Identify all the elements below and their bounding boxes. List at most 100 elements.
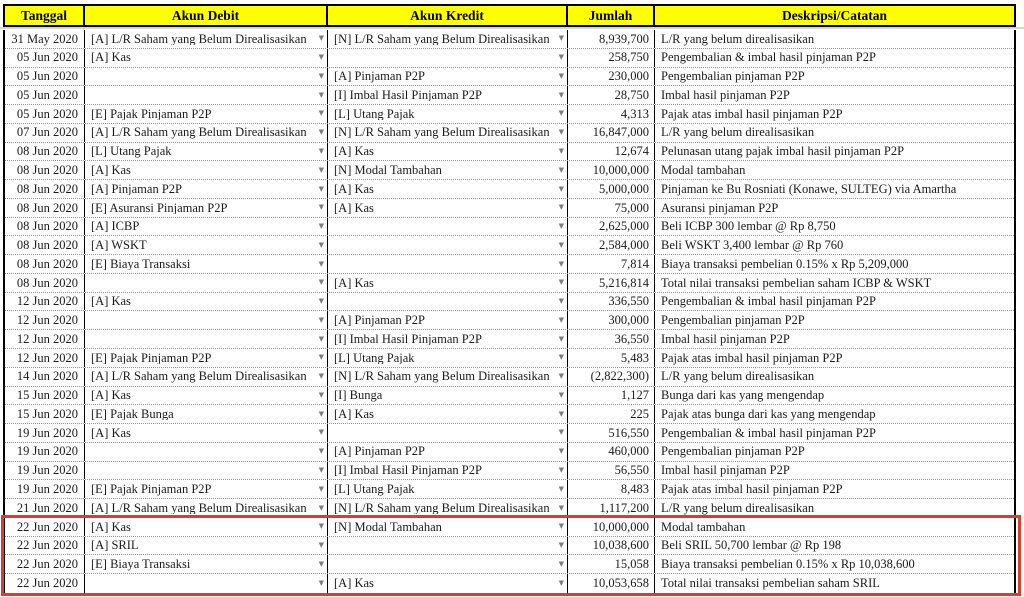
cell-jumlah[interactable]: 75,000: [568, 198, 655, 217]
cell-deskripsi[interactable]: Pelunasan utang pajak imbal hasil pinjam…: [661, 144, 905, 159]
cell-jumlah[interactable]: 460,000: [568, 442, 655, 461]
cell-tanggal[interactable]: 12 Jun 2020: [5, 330, 85, 349]
cell-tanggal[interactable]: 05 Jun 2020: [5, 105, 85, 123]
cell-akun-debit[interactable]: ▼: [85, 273, 328, 292]
cell-deskripsi[interactable]: Pengembalian pinjaman P2P: [661, 444, 805, 459]
cell-jumlah[interactable]: 336,550: [568, 292, 655, 311]
cell-jumlah[interactable]: 2,584,000: [568, 236, 655, 255]
cell-deskripsi[interactable]: Pengembalian & imbal hasil pinjaman P2P: [661, 50, 876, 65]
cell-tanggal[interactable]: 22 Jun 2020: [5, 536, 85, 555]
cell-akun-debit[interactable]: [E] Pajak Pinjaman P2P ▼: [85, 349, 328, 367]
cell-deskripsi[interactable]: L/R yang belum direalisasikan: [661, 125, 815, 140]
cell-deskripsi[interactable]: Beli ICBP 300 lembar @ Rp 8,750: [661, 219, 836, 234]
dropdown-arrow-icon[interactable]: ▼: [318, 579, 324, 588]
cell-akun-kredit[interactable]: ▼: [328, 555, 568, 574]
cell-akun-debit[interactable]: ▼: [85, 67, 328, 86]
dropdown-arrow-icon[interactable]: ▼: [318, 447, 324, 456]
cell-tanggal[interactable]: 12 Jun 2020: [5, 292, 85, 311]
cell-tanggal[interactable]: 08 Jun 2020: [5, 273, 85, 292]
dropdown-arrow-icon[interactable]: ▼: [318, 278, 324, 287]
dropdown-arrow-icon[interactable]: ▼: [318, 240, 324, 249]
cell-akun-kredit[interactable]: [L] Utang Pajak ▼: [328, 480, 568, 499]
dropdown-arrow-icon[interactable]: ▼: [558, 447, 564, 456]
cell-jumlah[interactable]: 4,313: [568, 105, 655, 123]
dropdown-arrow-icon[interactable]: ▼: [318, 334, 324, 343]
dropdown-arrow-icon[interactable]: ▼: [318, 465, 324, 474]
dropdown-arrow-icon[interactable]: ▼: [558, 222, 564, 231]
cell-akun-kredit[interactable]: [N] L/R Saham yang Belum Direalisasikan …: [328, 499, 568, 517]
cell-akun-debit[interactable]: ▼: [85, 86, 328, 105]
cell-jumlah[interactable]: 300,000: [568, 311, 655, 330]
cell-jumlah[interactable]: 516,550: [568, 424, 655, 442]
cell-jumlah[interactable]: 1,117,200: [568, 499, 655, 517]
cell-akun-kredit[interactable]: [A] Kas ▼: [328, 180, 568, 198]
dropdown-arrow-icon[interactable]: ▼: [558, 409, 564, 418]
cell-jumlah[interactable]: 230,000: [568, 67, 655, 86]
column-header-akun-debit[interactable]: Akun Debit: [85, 6, 328, 25]
cell-akun-debit[interactable]: [A] Kas ▼: [85, 424, 328, 442]
cell-deskripsi[interactable]: Pengembalian pinjaman P2P: [661, 69, 805, 84]
cell-akun-kredit[interactable]: [A] Kas ▼: [328, 198, 568, 217]
dropdown-arrow-icon[interactable]: ▼: [558, 278, 564, 287]
cell-deskripsi[interactable]: Pajak atas imbal hasil pinjaman P2P: [661, 350, 843, 365]
dropdown-arrow-icon[interactable]: ▼: [318, 165, 324, 174]
column-header-akun-kredit[interactable]: Akun Kredit: [328, 6, 568, 25]
cell-jumlah[interactable]: 5,000,000: [568, 180, 655, 198]
cell-akun-debit[interactable]: [E] Asuransi Pinjaman P2P ▼: [85, 198, 328, 217]
cell-tanggal[interactable]: 08 Jun 2020: [5, 217, 85, 236]
cell-jumlah[interactable]: 16,847,000: [568, 123, 655, 142]
cell-akun-kredit[interactable]: [A] Kas ▼: [328, 574, 568, 593]
cell-akun-debit[interactable]: [A] ICBP ▼: [85, 217, 328, 236]
cell-deskripsi[interactable]: Total nilai transaksi pembelian saham SR…: [661, 576, 880, 591]
cell-jumlah[interactable]: 7,814: [568, 255, 655, 273]
cell-deskripsi[interactable]: L/R yang belum direalisasikan: [661, 31, 815, 46]
cell-deskripsi[interactable]: Imbal hasil pinjaman P2P: [661, 331, 790, 346]
dropdown-arrow-icon[interactable]: ▼: [558, 184, 564, 193]
cell-deskripsi[interactable]: Pengembalian & imbal hasil pinjaman P2P: [661, 294, 876, 309]
dropdown-arrow-icon[interactable]: ▼: [558, 428, 564, 437]
cell-akun-debit[interactable]: ▼: [85, 574, 328, 593]
column-header-jumlah[interactable]: Jumlah: [568, 6, 655, 25]
dropdown-arrow-icon[interactable]: ▼: [318, 34, 324, 43]
cell-jumlah[interactable]: 15,058: [568, 555, 655, 574]
dropdown-arrow-icon[interactable]: ▼: [318, 297, 324, 306]
cell-akun-kredit[interactable]: [N] L/R Saham yang Belum Direalisasikan …: [328, 367, 568, 386]
cell-akun-debit[interactable]: [A] L/R Saham yang Belum Direalisasikan …: [85, 123, 328, 142]
cell-akun-debit[interactable]: [A] L/R Saham yang Belum Direalisasikan …: [85, 30, 328, 48]
cell-akun-debit[interactable]: [E] Pajak Bunga ▼: [85, 405, 328, 424]
dropdown-arrow-icon[interactable]: ▼: [558, 559, 564, 568]
dropdown-arrow-icon[interactable]: ▼: [558, 165, 564, 174]
dropdown-arrow-icon[interactable]: ▼: [318, 90, 324, 99]
cell-akun-kredit[interactable]: [A] Kas ▼: [328, 273, 568, 292]
dropdown-arrow-icon[interactable]: ▼: [318, 222, 324, 231]
dropdown-arrow-icon[interactable]: ▼: [558, 297, 564, 306]
cell-deskripsi[interactable]: Beli WSKT 3,400 lembar @ Rp 760: [661, 238, 844, 253]
dropdown-arrow-icon[interactable]: ▼: [318, 315, 324, 324]
cell-tanggal[interactable]: 22 Jun 2020: [5, 574, 85, 593]
dropdown-arrow-icon[interactable]: ▼: [318, 128, 324, 137]
cell-akun-debit[interactable]: [A] SRIL ▼: [85, 536, 328, 555]
cell-akun-debit[interactable]: [A] Kas ▼: [85, 292, 328, 311]
dropdown-arrow-icon[interactable]: ▼: [318, 503, 324, 512]
cell-akun-kredit[interactable]: ▼: [328, 255, 568, 273]
cell-akun-debit[interactable]: ▼: [85, 330, 328, 349]
dropdown-arrow-icon[interactable]: ▼: [558, 34, 564, 43]
cell-akun-kredit[interactable]: [N] L/R Saham yang Belum Direalisasikan …: [328, 123, 568, 142]
cell-deskripsi[interactable]: Modal tambahan: [661, 519, 746, 534]
cell-tanggal[interactable]: 07 Jun 2020: [5, 123, 85, 142]
cell-akun-kredit[interactable]: ▼: [328, 536, 568, 555]
cell-tanggal[interactable]: 15 Jun 2020: [5, 386, 85, 405]
dropdown-arrow-icon[interactable]: ▼: [558, 390, 564, 399]
cell-deskripsi[interactable]: Bunga dari kas yang mengendap: [661, 388, 825, 403]
cell-tanggal[interactable]: 19 Jun 2020: [5, 424, 85, 442]
cell-jumlah[interactable]: 1,127: [568, 386, 655, 405]
cell-jumlah[interactable]: 10,000,000: [568, 161, 655, 180]
dropdown-arrow-icon[interactable]: ▼: [318, 541, 324, 550]
cell-akun-kredit[interactable]: [I] Imbal Hasil Pinjaman P2P ▼: [328, 86, 568, 105]
cell-deskripsi[interactable]: Pengembalian & imbal hasil pinjaman P2P: [661, 425, 876, 440]
dropdown-arrow-icon[interactable]: ▼: [318, 390, 324, 399]
dropdown-arrow-icon[interactable]: ▼: [318, 353, 324, 362]
cell-akun-debit[interactable]: [A] L/R Saham yang Belum Direalisasikan …: [85, 499, 328, 517]
cell-akun-kredit[interactable]: [I] Imbal Hasil Pinjaman P2P ▼: [328, 330, 568, 349]
cell-deskripsi[interactable]: Pajak atas imbal hasil pinjaman P2P: [661, 106, 843, 121]
